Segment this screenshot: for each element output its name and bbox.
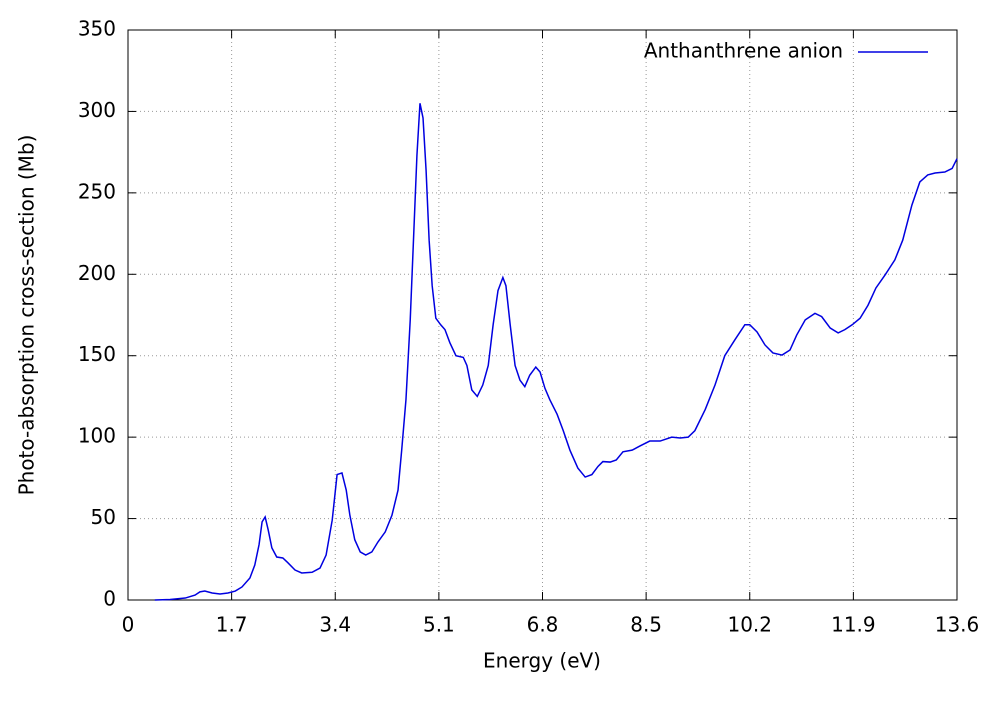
y-tick-label: 100 <box>78 424 116 448</box>
y-axis-label: Photo-absorption cross-section (Mb) <box>15 135 39 496</box>
x-tick-label: 0 <box>122 613 135 637</box>
x-tick-label: 1.7 <box>216 613 248 637</box>
x-tick-label: 5.1 <box>423 613 455 637</box>
data-line <box>154 103 958 601</box>
y-tick-label: 200 <box>78 261 116 285</box>
y-tick-label: 350 <box>78 17 116 41</box>
y-tick-label: 50 <box>91 505 116 529</box>
legend-label: Anthanthrene anion <box>644 39 843 63</box>
y-tick-label: 0 <box>103 587 116 611</box>
x-tick-label: 11.9 <box>831 613 876 637</box>
x-tick-label: 8.5 <box>630 613 662 637</box>
y-tick-label: 250 <box>78 179 116 203</box>
x-tick-label: 6.8 <box>527 613 559 637</box>
y-tick-label: 300 <box>78 98 116 122</box>
y-tick-label: 150 <box>78 342 116 366</box>
x-tick-label: 3.4 <box>319 613 351 637</box>
plot-frame <box>127 29 958 601</box>
x-tick-label: 13.6 <box>935 613 980 637</box>
x-axis-label: Energy (eV) <box>483 649 601 673</box>
x-tick-label: 10.2 <box>727 613 772 637</box>
